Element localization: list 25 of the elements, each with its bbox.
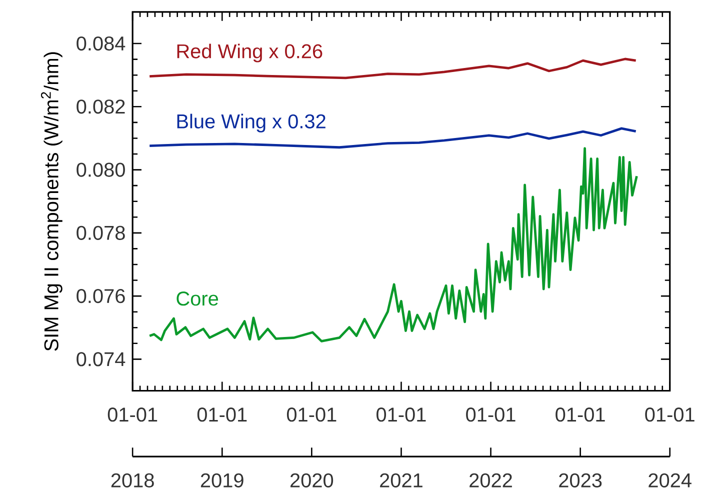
series-label: Core: [176, 291, 218, 306]
line-series: [148, 146, 638, 342]
y-tick-label: 0.084: [76, 36, 126, 50]
x2-tick-label: 01-01: [197, 407, 247, 422]
x2-tick-label: 01-01: [286, 407, 336, 422]
x-tick-label: 2021: [380, 473, 422, 488]
x2-tick-label: 01-01: [556, 407, 605, 422]
x-tick-label: 2018: [111, 473, 154, 488]
series-label: Blue Wing x 0.32: [177, 114, 326, 132]
x-tick-label: 2024: [648, 473, 692, 488]
x2-tick-label: 01-01: [466, 407, 516, 422]
y-tick-label: 0.074: [76, 352, 126, 366]
series-label: Red Wing x 0.26: [177, 44, 322, 62]
y-tick-label: 0.082: [76, 99, 125, 114]
y-axis-title: SIM Mg II components (W/m$^{2}$/nm): [41, 52, 62, 351]
x-tick-label: 2022: [470, 473, 512, 488]
x-tick-label: 2019: [200, 473, 244, 488]
y-tick-label: 0.078: [76, 226, 125, 240]
x2-tick-label: 01-01: [645, 407, 694, 422]
x2-tick-label: 01-01: [108, 407, 158, 422]
y-tick-label: 0.076: [76, 288, 125, 303]
x2-tick-label: 01-01: [376, 407, 426, 422]
x-tick-label: 2023: [559, 473, 602, 488]
x-tick-label: 2020: [290, 473, 334, 488]
y-tick-label: 0.080: [76, 162, 125, 177]
